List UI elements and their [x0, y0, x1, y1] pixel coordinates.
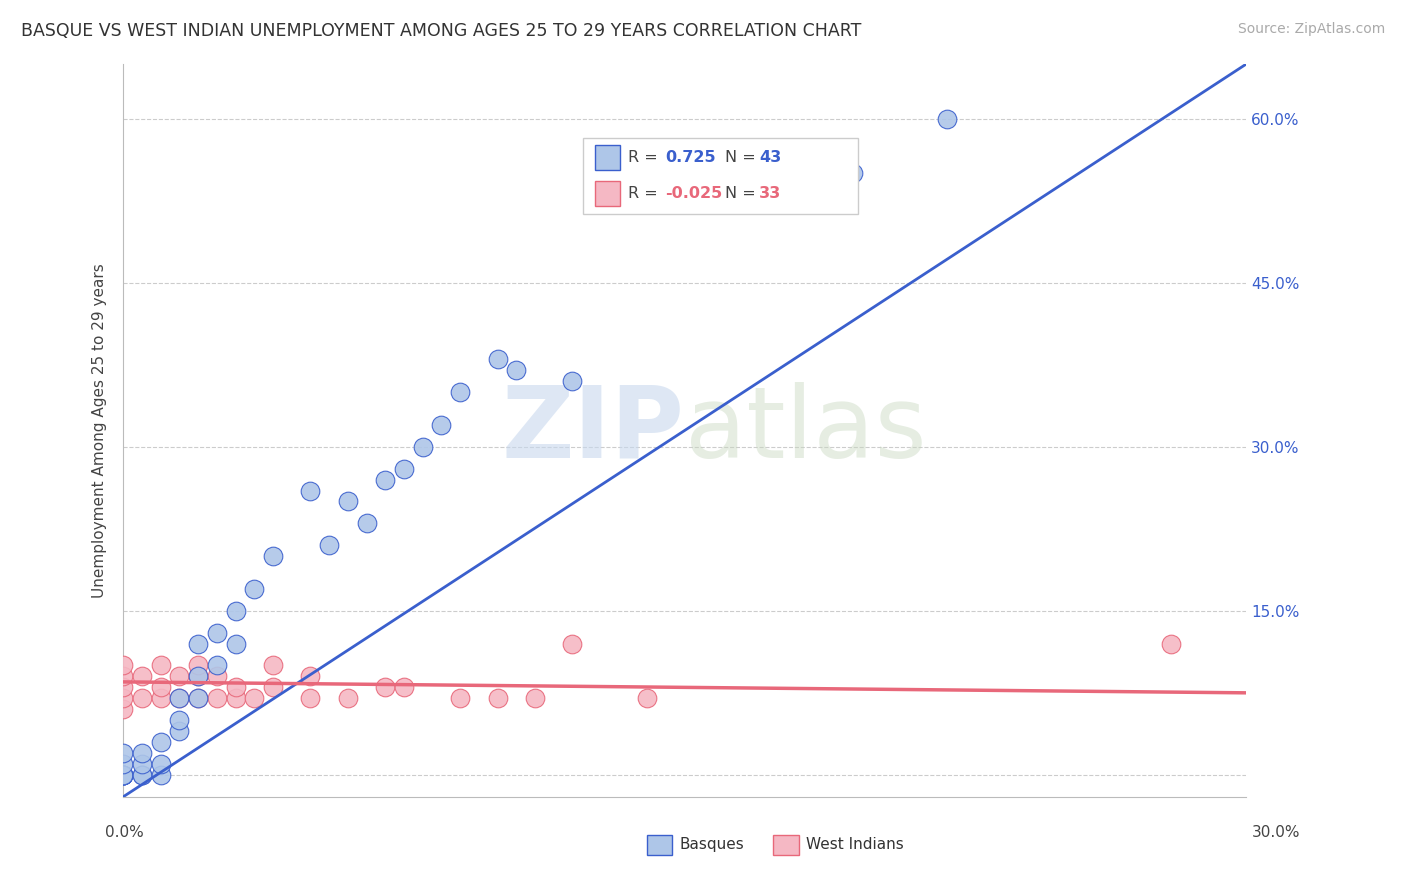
Point — [149, 756, 172, 771]
Point — [187, 691, 209, 706]
Point — [187, 637, 209, 651]
Point — [149, 658, 172, 673]
Point — [187, 669, 209, 683]
Text: Basques: Basques — [679, 838, 744, 852]
Point — [225, 637, 247, 651]
Point — [336, 494, 359, 508]
Point — [225, 691, 247, 706]
Point — [748, 166, 770, 180]
Point — [112, 756, 135, 771]
Point — [169, 724, 191, 739]
Point — [112, 669, 135, 683]
Point — [112, 768, 135, 782]
Point — [299, 669, 322, 683]
Y-axis label: Unemployment Among Ages 25 to 29 years: Unemployment Among Ages 25 to 29 years — [93, 263, 107, 598]
Point — [374, 473, 396, 487]
Point — [430, 417, 453, 432]
Text: atlas: atlas — [685, 382, 927, 479]
Point — [149, 681, 172, 695]
Point — [935, 112, 957, 126]
Point — [205, 669, 228, 683]
Point — [187, 691, 209, 706]
Point — [131, 768, 153, 782]
Text: 30.0%: 30.0% — [1253, 825, 1301, 840]
Point — [131, 669, 153, 683]
Point — [112, 768, 135, 782]
Point — [299, 483, 322, 498]
Point — [243, 582, 266, 596]
Point — [561, 374, 583, 388]
Point — [356, 516, 378, 531]
Point — [842, 166, 865, 180]
Text: West Indians: West Indians — [806, 838, 904, 852]
Text: 33: 33 — [759, 186, 782, 201]
Point — [112, 768, 135, 782]
Point — [149, 691, 172, 706]
Point — [561, 637, 583, 651]
Point — [486, 691, 509, 706]
Point — [225, 604, 247, 618]
Point — [1160, 637, 1182, 651]
Text: N =: N = — [725, 151, 762, 165]
Point — [374, 681, 396, 695]
Text: 43: 43 — [759, 151, 782, 165]
Point — [636, 691, 658, 706]
Point — [225, 681, 247, 695]
Point — [112, 658, 135, 673]
Point — [243, 691, 266, 706]
Point — [112, 746, 135, 760]
Point — [262, 549, 284, 563]
Point — [131, 746, 153, 760]
Point — [599, 166, 621, 180]
Point — [169, 713, 191, 727]
Point — [112, 702, 135, 716]
Point — [392, 681, 415, 695]
Text: R =: R = — [628, 186, 664, 201]
Point — [318, 538, 340, 552]
Text: 0.725: 0.725 — [665, 151, 716, 165]
Point — [131, 768, 153, 782]
Point — [486, 352, 509, 367]
Point — [112, 768, 135, 782]
Point — [205, 658, 228, 673]
Text: N =: N = — [725, 186, 762, 201]
Point — [505, 363, 527, 377]
Text: R =: R = — [628, 151, 664, 165]
Point — [131, 691, 153, 706]
Point — [169, 691, 191, 706]
Point — [299, 691, 322, 706]
Point — [112, 768, 135, 782]
Point — [336, 691, 359, 706]
Point — [205, 625, 228, 640]
Point — [169, 669, 191, 683]
Point — [112, 681, 135, 695]
Text: Source: ZipAtlas.com: Source: ZipAtlas.com — [1237, 22, 1385, 37]
Point — [169, 691, 191, 706]
Point — [187, 669, 209, 683]
Point — [149, 735, 172, 749]
Point — [149, 768, 172, 782]
Text: BASQUE VS WEST INDIAN UNEMPLOYMENT AMONG AGES 25 TO 29 YEARS CORRELATION CHART: BASQUE VS WEST INDIAN UNEMPLOYMENT AMONG… — [21, 22, 862, 40]
Point — [262, 681, 284, 695]
Point — [131, 756, 153, 771]
Text: 0.0%: 0.0% — [105, 825, 145, 840]
Point — [392, 461, 415, 475]
Point — [262, 658, 284, 673]
Point — [112, 691, 135, 706]
Point — [449, 691, 471, 706]
Text: -0.025: -0.025 — [665, 186, 723, 201]
Point — [112, 768, 135, 782]
Point — [412, 440, 434, 454]
Point — [449, 385, 471, 400]
Point — [205, 691, 228, 706]
Point — [524, 691, 547, 706]
Text: ZIP: ZIP — [502, 382, 685, 479]
Point — [187, 658, 209, 673]
